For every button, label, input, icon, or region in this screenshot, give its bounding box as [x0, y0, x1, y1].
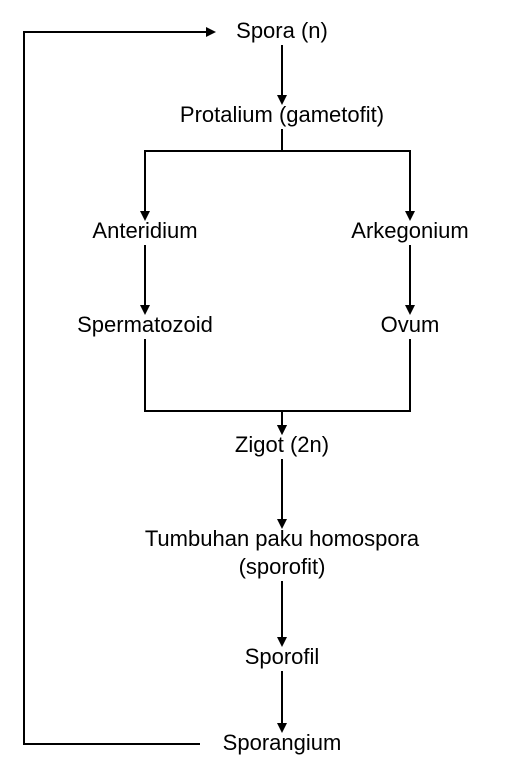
edges-group — [24, 32, 410, 744]
node-sporangium: Sporangium — [223, 730, 342, 755]
node-protalium: Protalium (gametofit) — [180, 102, 384, 127]
node-sporofil: Sporofil — [245, 644, 320, 669]
node-spora: Spora (n) — [236, 18, 328, 43]
node-arkegonium: Arkegonium — [351, 218, 468, 243]
node-anteridium: Anteridium — [92, 218, 197, 243]
node-ovum: Ovum — [381, 312, 440, 337]
lifecycle-flowchart: Spora (n) Protalium (gametofit) Anteridi… — [0, 0, 522, 780]
node-tumbuhan-line2: (sporofit) — [239, 554, 326, 579]
node-tumbuhan-line1: Tumbuhan paku homospora — [145, 526, 420, 551]
node-zigot: Zigot (2n) — [235, 432, 329, 457]
return-edge — [24, 32, 214, 744]
node-spermatozoid: Spermatozoid — [77, 312, 213, 337]
